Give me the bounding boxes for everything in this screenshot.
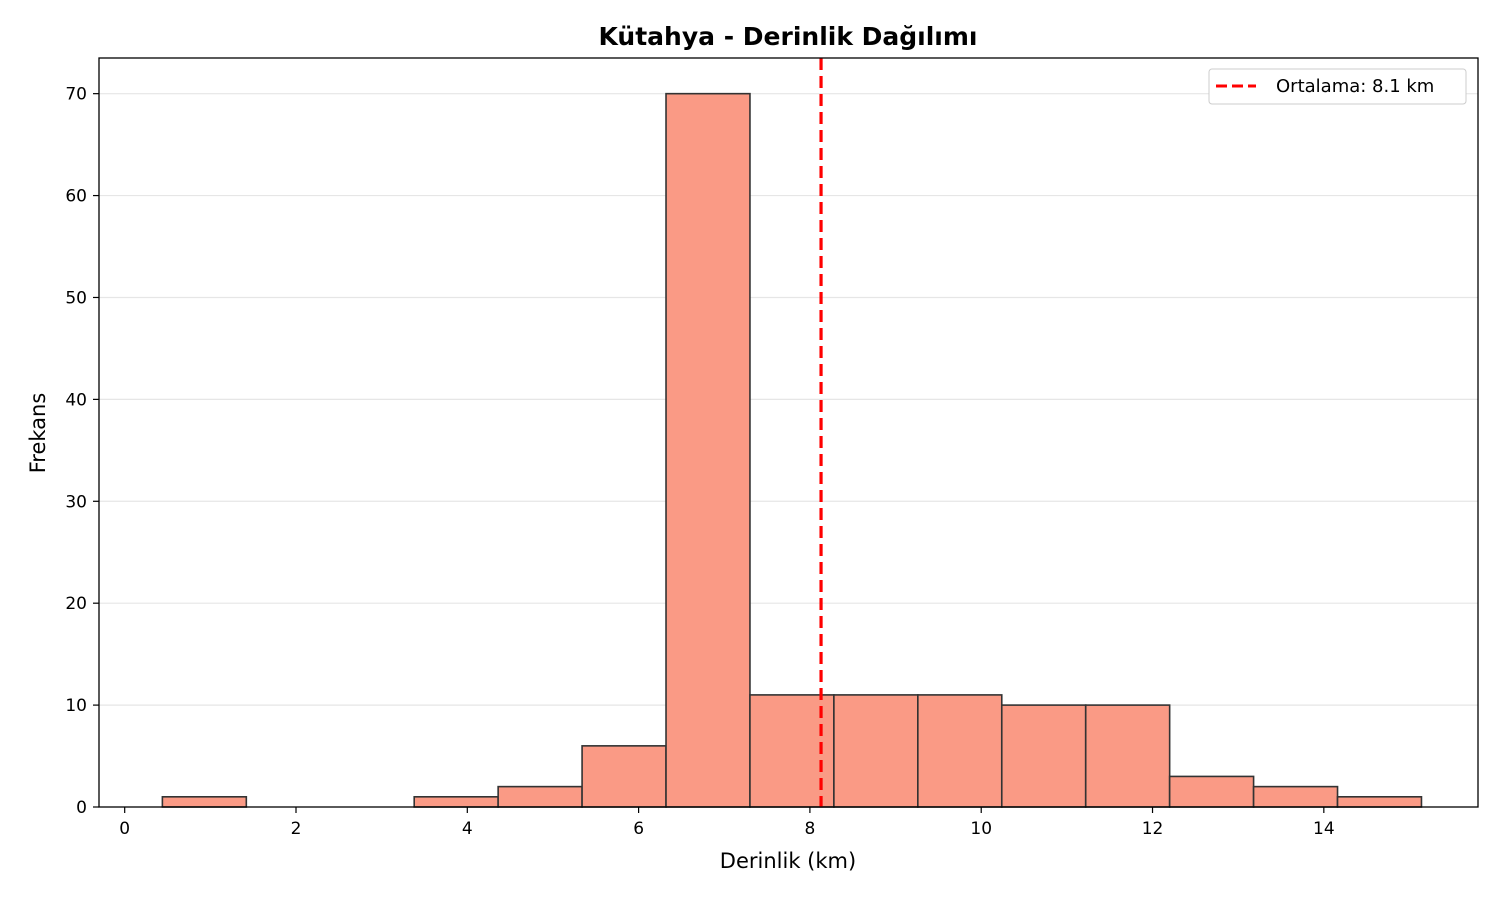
histogram-bar <box>1084 704 1171 808</box>
y-tick-label: 40 <box>65 390 87 410</box>
x-tick-label: 4 <box>462 819 473 839</box>
histogram-bar <box>1336 796 1423 808</box>
y-tick-label: 20 <box>65 594 87 614</box>
histogram-bars <box>161 92 1423 808</box>
y-tick-label: 0 <box>76 798 87 818</box>
y-axis-label: Frekans <box>26 393 50 474</box>
plot-frame <box>98 57 1479 808</box>
legend-box <box>1208 68 1467 105</box>
x-tick-label: 0 <box>119 819 130 839</box>
legend: Ortalama: 8.1 km <box>1208 68 1467 105</box>
y-tick-label: 70 <box>65 85 87 105</box>
x-tick-label: 6 <box>633 819 644 839</box>
y-axis-ticks: 0 10 20 30 40 50 60 70 <box>65 85 99 818</box>
histogram-bar <box>665 92 751 808</box>
y-tick-label: 30 <box>65 492 87 512</box>
histogram-bar <box>833 694 919 808</box>
histogram-bar <box>161 796 248 808</box>
chart-title: Kütahya - Derinlik Dağılımı <box>598 22 977 51</box>
histogram-bar <box>1000 704 1087 808</box>
y-tick-label: 10 <box>65 696 87 716</box>
y-tick-label: 60 <box>65 187 87 207</box>
histogram-bar <box>1168 775 1255 808</box>
y-tick-label: 50 <box>65 288 87 308</box>
histogram-bar <box>917 694 1003 808</box>
x-tick-label: 14 <box>1313 819 1335 839</box>
x-tick-label: 12 <box>1142 819 1164 839</box>
x-tick-label: 8 <box>804 819 815 839</box>
histogram-bar <box>581 745 667 808</box>
histogram-bar <box>1252 785 1339 808</box>
x-axis-ticks: 0 2 4 6 8 10 12 14 <box>119 807 1335 839</box>
x-tick-label: 2 <box>291 819 302 839</box>
x-tick-label: 10 <box>970 819 992 839</box>
histogram-bar <box>413 796 499 808</box>
legend-label: Ortalama: 8.1 km <box>1276 76 1434 97</box>
histogram-bar <box>497 785 583 808</box>
x-axis-label: Derinlik (km) <box>720 849 856 873</box>
